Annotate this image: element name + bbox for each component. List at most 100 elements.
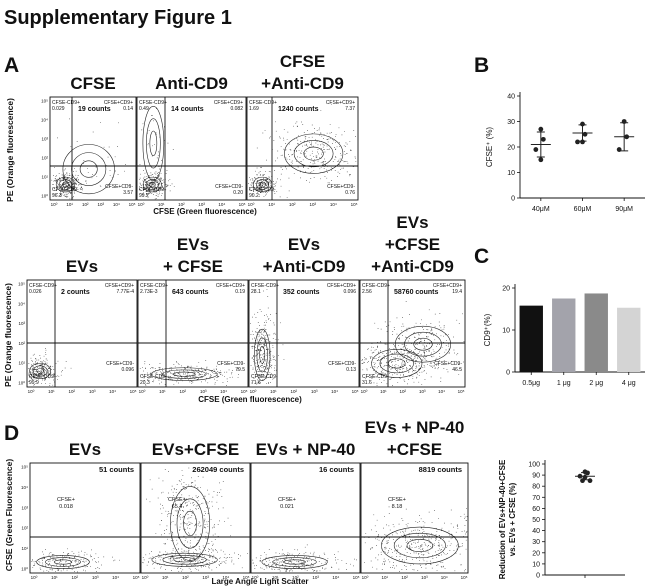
quadrant-value: 79.5 xyxy=(235,367,245,373)
error-bar xyxy=(536,131,545,158)
x-tick-label: 10⁰ xyxy=(31,575,38,580)
contour xyxy=(261,555,328,569)
x-tick-label: 10⁴ xyxy=(218,202,225,207)
event-counts: 352 counts xyxy=(283,289,320,296)
plot-title: +CFSE xyxy=(387,440,442,459)
quadrant-value: 0.026 xyxy=(29,289,42,295)
y-tick-label: 10 xyxy=(502,328,510,335)
x-axis-label: CFSE (Green fluorescence) xyxy=(198,395,302,404)
quadrant-value: 2.56 xyxy=(362,289,372,295)
x-tick-label: 10¹ xyxy=(162,575,169,580)
x-tick-label: 10² xyxy=(292,575,299,580)
panel-letter: B xyxy=(474,54,489,77)
plot-title: EVs xyxy=(66,257,98,276)
x-tick-label: 10² xyxy=(400,389,407,394)
contour xyxy=(29,362,52,379)
gate-name: CFSE+ xyxy=(388,497,406,503)
y-axis-label: CD9⁺(%) xyxy=(483,313,492,346)
x-axis-label: CFSE (Green fluorescence) xyxy=(153,207,257,216)
x-tick-label: 10² xyxy=(401,575,408,580)
quadrant-value: 7.77E-4 xyxy=(116,289,134,295)
data-point xyxy=(538,126,544,132)
quadrant-name: CFSE+CD9+ xyxy=(105,283,134,289)
event-dots xyxy=(28,348,72,386)
quadrant-value: 0.49 xyxy=(139,106,149,112)
x-tick-label: 10⁵ xyxy=(243,575,250,580)
x-tick-label: 10² xyxy=(69,389,76,394)
x-tick-label: 10³ xyxy=(202,575,209,580)
figure-title: Supplementary Figure 1 xyxy=(4,7,232,29)
quadrant-name: CFSE+CD9- xyxy=(328,361,356,367)
x-tick-label: 10⁰ xyxy=(139,389,146,394)
quadrant-name: CFSE-CD9+ xyxy=(362,283,390,289)
x-tick-label: 10⁵ xyxy=(351,202,358,207)
x-tick-label: 10⁴ xyxy=(112,575,119,580)
x-tick-label: 10⁴ xyxy=(109,389,116,394)
quadrant-value: 19.4 xyxy=(452,289,462,295)
quadrant-value: 0.19 xyxy=(235,289,245,295)
error-bar xyxy=(581,472,589,481)
contour xyxy=(150,367,218,381)
gate-value: 65.4 xyxy=(172,504,183,510)
plot-frame xyxy=(246,96,359,201)
contour xyxy=(413,337,433,351)
x-tick-label: 10⁴ xyxy=(330,202,337,207)
y-tick-label: 10⁰ xyxy=(41,194,48,199)
y-axis-label: PE (Orange fluorescence) xyxy=(3,283,13,387)
x-tick-label: 10⁵ xyxy=(130,389,137,394)
x-tick-label: 10³ xyxy=(89,389,96,394)
x-tick-label: 10⁰ xyxy=(252,575,259,580)
contour xyxy=(71,152,107,186)
y-tick-label: 80 xyxy=(532,484,540,491)
plot-title: CFSE xyxy=(280,52,325,71)
event-counts: 58760 counts xyxy=(394,289,438,296)
x-axis-label: Large Angle Light Scatter xyxy=(211,577,308,586)
event-dots xyxy=(51,118,130,200)
y-tick-label: 70 xyxy=(532,495,540,502)
event-counts: 16 counts xyxy=(319,465,354,474)
contour xyxy=(379,353,414,374)
event-counts: 14 counts xyxy=(171,106,204,113)
plot-title: EVs xyxy=(177,235,209,254)
plot-title: +CFSE xyxy=(385,235,440,254)
x-tick-label: 10² xyxy=(182,575,189,580)
x-tick-label: 10⁰ xyxy=(250,389,257,394)
panel-letter: C xyxy=(474,245,489,268)
gate-value: 0.018 xyxy=(59,504,73,510)
y-tick-label: 10² xyxy=(21,526,28,531)
contour xyxy=(32,365,48,377)
contour xyxy=(151,552,218,567)
gate-name: CFSE+ xyxy=(168,497,186,503)
plot-title: EVs xyxy=(396,213,428,232)
x-tick-label: 0.5μg xyxy=(522,380,540,387)
x-tick-label: 10⁵ xyxy=(239,202,246,207)
x-tick-label: 10² xyxy=(82,202,89,207)
x-tick-label: 10⁰ xyxy=(51,202,58,207)
quadrant-name: CFSE-CD9+ xyxy=(52,100,80,106)
x-tick-label: 10² xyxy=(72,575,79,580)
contour xyxy=(303,146,324,161)
contour xyxy=(149,130,158,157)
y-tick-label: 0 xyxy=(506,370,510,377)
y-tick-label: 10 xyxy=(532,561,540,568)
plot-title: +Anti-CD9 xyxy=(371,257,454,276)
x-tick-label: 4 μg xyxy=(622,380,636,387)
error-bar xyxy=(578,124,587,142)
quadrant-value: 0.20 xyxy=(233,190,243,196)
x-tick-label: 10⁰ xyxy=(361,389,368,394)
x-tick-label: 10³ xyxy=(421,575,428,580)
quadrant-value: 1.69 xyxy=(249,106,259,112)
y-tick-label: 60 xyxy=(532,506,540,513)
y-tick-label: 20 xyxy=(502,286,510,293)
contour xyxy=(79,160,98,178)
x-tick-label: 10² xyxy=(289,202,296,207)
event-dots xyxy=(248,103,357,198)
x-tick-label: 10⁵ xyxy=(133,575,140,580)
contour xyxy=(162,555,207,565)
quadrant-name: CFSE+CD9+ xyxy=(326,100,355,106)
x-tick-label: 10⁵ xyxy=(352,389,359,394)
quadrant-name: CFSE-CD9- xyxy=(140,374,167,380)
contour xyxy=(256,337,268,373)
contour xyxy=(406,539,433,552)
